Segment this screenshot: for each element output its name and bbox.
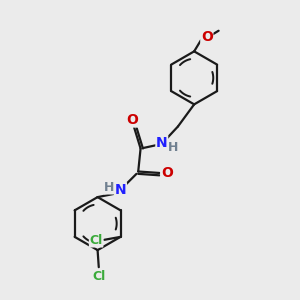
Text: O: O — [201, 30, 213, 44]
Text: O: O — [127, 113, 139, 127]
Text: H: H — [168, 141, 178, 154]
Text: Cl: Cl — [89, 234, 103, 247]
Text: N: N — [156, 136, 168, 150]
Text: H: H — [104, 181, 115, 194]
Text: O: O — [161, 166, 173, 180]
Text: N: N — [115, 183, 126, 197]
Text: Cl: Cl — [92, 269, 106, 283]
